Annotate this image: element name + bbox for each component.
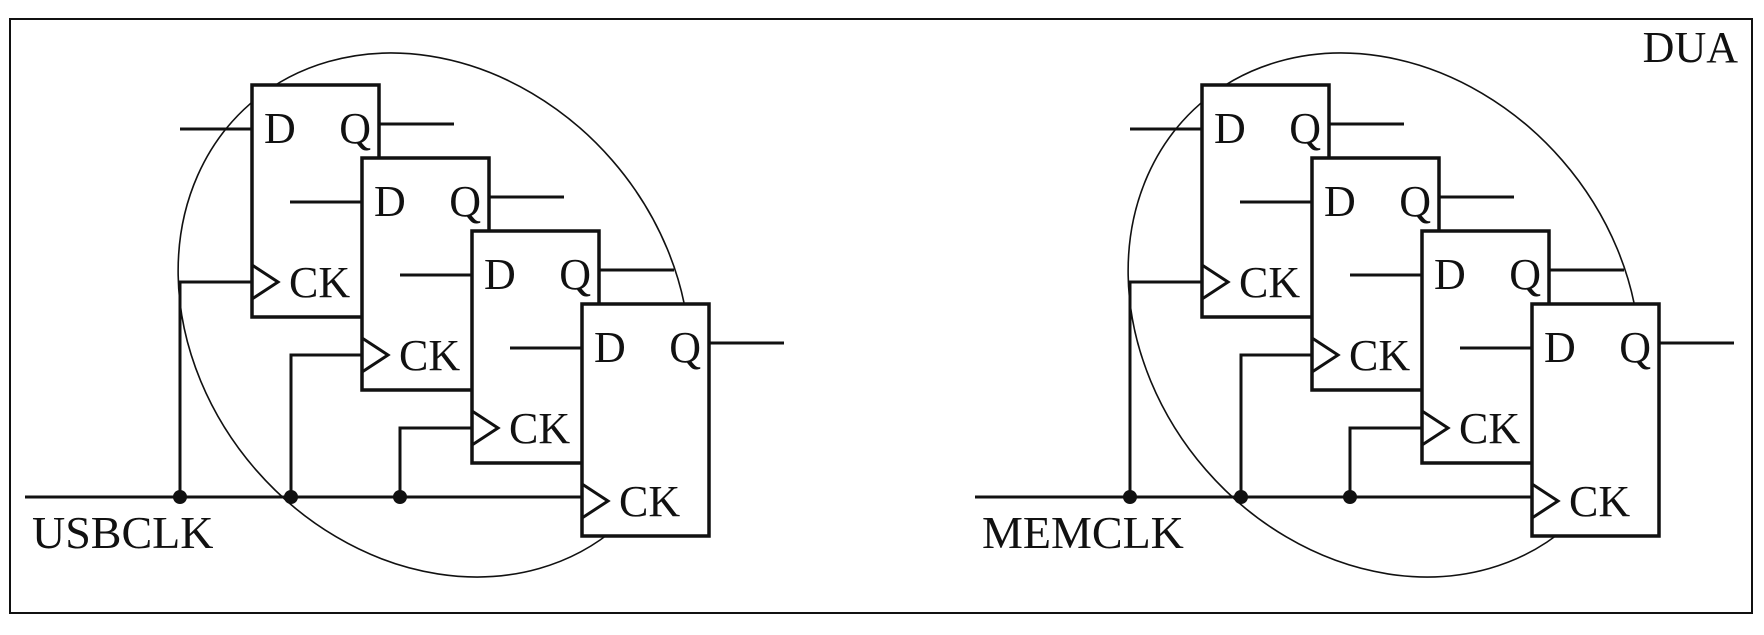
bus-junction-dot [1343, 490, 1357, 504]
pin-q-label: Q [1509, 250, 1541, 299]
pin-ck-label: CK [289, 258, 350, 307]
clock-edge-triangle [1531, 482, 1561, 520]
dua-label: DUA [1643, 23, 1739, 72]
clock-label: USBCLK [32, 507, 213, 558]
pin-d-label: D [594, 323, 626, 372]
pin-d-label: D [264, 104, 296, 153]
pin-d-label: D [1324, 177, 1356, 226]
clock-trunk [178, 280, 252, 497]
pin-d-label: D [484, 250, 516, 299]
dua-frame [9, 18, 1753, 614]
pin-ck-label: CK [1349, 331, 1410, 380]
clock-edge-triangle [251, 263, 281, 301]
pin-ck-label: CK [1239, 258, 1300, 307]
pin-ck-label: CK [1459, 404, 1520, 453]
pin-d-label: D [374, 177, 406, 226]
pin-q-label: Q [669, 323, 701, 372]
clock-trunk [289, 353, 362, 497]
pin-d-label: D [1544, 323, 1576, 372]
bus-junction-dot [173, 490, 187, 504]
clock-edge-triangle [1311, 336, 1341, 374]
clock-trunk [1348, 426, 1422, 497]
clock-edge-triangle [1201, 263, 1231, 301]
pin-ck-label: CK [399, 331, 460, 380]
pin-q-label: Q [1619, 323, 1651, 372]
clock-edge-triangle [581, 482, 611, 520]
pin-q-label: Q [1289, 104, 1321, 153]
clock-trunk [398, 426, 472, 497]
clock-edge-triangle [1421, 409, 1451, 447]
bus-junction-dot [284, 490, 298, 504]
bus-junction-dot [1234, 490, 1248, 504]
pin-q-label: Q [449, 177, 481, 226]
pin-d-label: D [1434, 250, 1466, 299]
pin-ck-label: CK [1569, 477, 1630, 526]
pin-ck-label: CK [509, 404, 570, 453]
clock-trunk [1128, 280, 1202, 497]
clock-label: MEMCLK [982, 507, 1184, 558]
pin-q-label: Q [339, 104, 371, 153]
pin-ck-label: CK [619, 477, 680, 526]
pin-q-label: Q [1399, 177, 1431, 226]
bus-junction-dot [393, 490, 407, 504]
flip-flop: D Q CK [510, 302, 784, 538]
clock-edge-triangle [361, 336, 391, 374]
bus-junction-dot [1123, 490, 1137, 504]
pin-d-label: D [1214, 104, 1246, 153]
clock-trunk [1239, 353, 1312, 497]
pin-q-label: Q [559, 250, 591, 299]
clock-edge-triangle [471, 409, 501, 447]
flip-flop: D Q CK [1460, 302, 1734, 538]
